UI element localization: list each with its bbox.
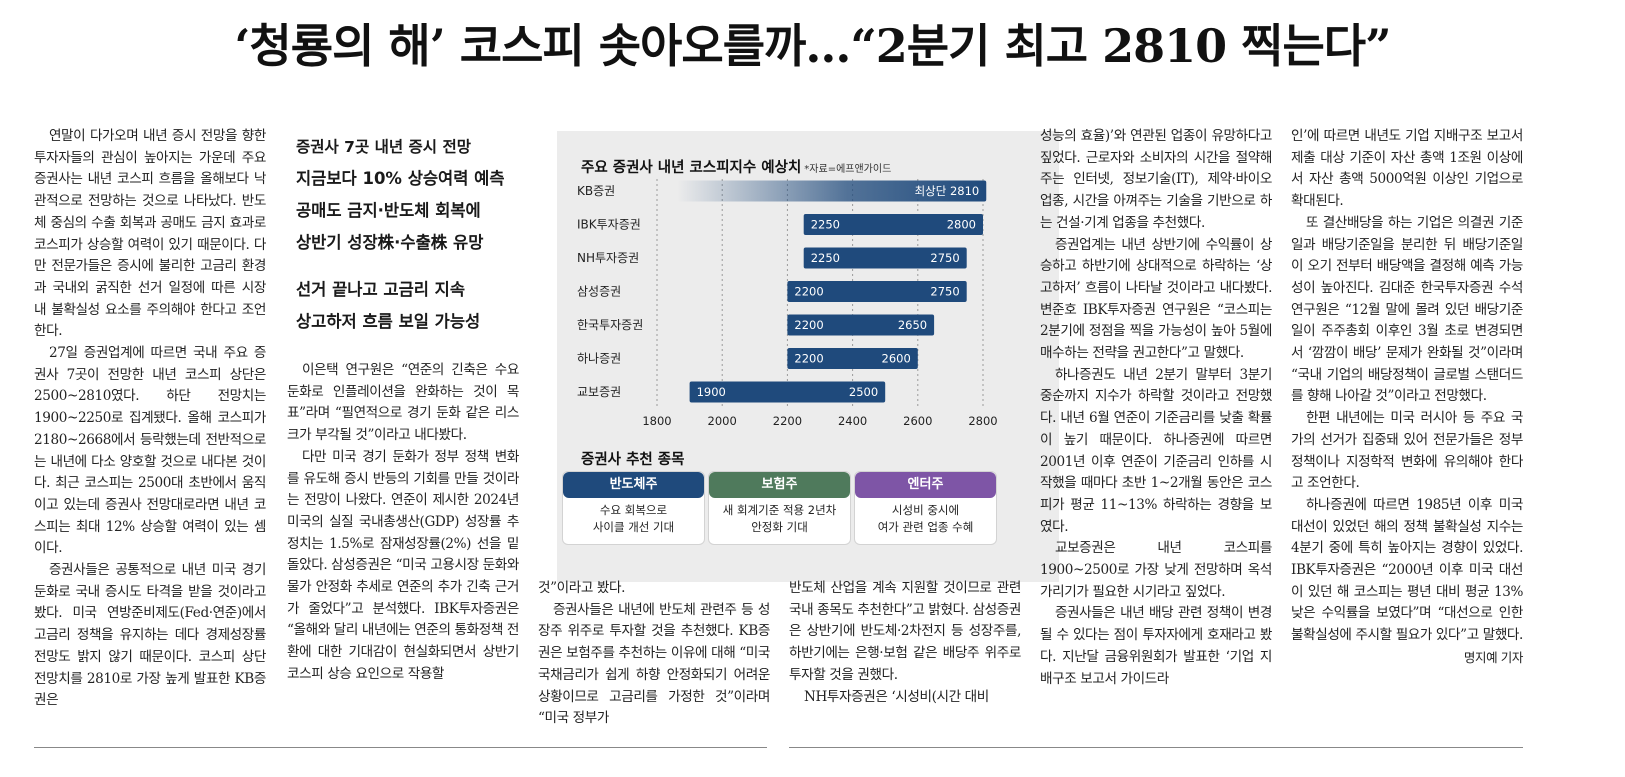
bar-high-label: 2650 <box>898 318 927 332</box>
chart-title: 주요 증권사 내년 코스피지수 예상치 *자료=에프앤가이드 <box>581 156 891 177</box>
article-column-5: 성능의 효율)’와 연관된 업종이 유망하다고 짚었다. 근로자와 소비자의 시… <box>1040 126 1272 690</box>
bar-high-label: 2500 <box>849 385 878 399</box>
bar-low-label: 2200 <box>794 285 823 299</box>
range-bar <box>787 348 918 369</box>
range-bar <box>787 281 967 302</box>
paragraph: 증권사들은 공통적으로 내년 미국 경기 둔화로 국내 증시도 타격을 받을 것… <box>34 562 266 709</box>
subhead-line: 선거 끝나고 고금리 지속 <box>296 280 466 299</box>
bar-low-label: 2200 <box>794 352 823 366</box>
category-label: KB증권 <box>577 184 615 198</box>
range-bar <box>689 381 886 403</box>
paragraph: 연말이 다가오며 내년 증시 전망을 향한 투자자들의 관심이 높아지는 가운데… <box>34 128 266 340</box>
recommend-card-insurance: 보험주 새 회계기준 적용 2년차 안정화 기대 <box>708 471 851 545</box>
bar-high-label: 2800 <box>947 218 976 232</box>
paragraph: NH투자증권은 ‘시성비(시간 대비 <box>803 688 989 705</box>
article-column-1: 연말이 다가오며 내년 증시 전망을 향한 투자자들의 관심이 높아지는 가운데… <box>34 126 266 712</box>
chart-box: 주요 증권사 내년 코스피지수 예상치 *자료=에프앤가이드 KB증권 최상단 28… <box>557 131 1059 582</box>
x-tick-label: 2200 <box>773 414 802 428</box>
recommend-card-line: 새 회계기준 적용 2년차 <box>722 503 837 517</box>
paragraph: 증권사들은 내년에 반도체 관련주 등 성장주 위주로 투자할 것을 추천했다.… <box>538 601 770 727</box>
paragraph: 성능의 효율)’와 연관된 업종이 유망하다고 짚었다. 근로자와 소비자의 시… <box>1040 128 1272 231</box>
paragraph: 27일 증권업계에 따르면 국내 주요 증권사 7곳이 전망한 내년 코스피 상… <box>34 345 266 557</box>
recommend-card-body: 새 회계기준 적용 2년차 안정화 기대 <box>709 498 850 536</box>
range-bar <box>677 180 987 202</box>
recommend-card-line: 안정화 기대 <box>751 520 808 534</box>
range-bar <box>787 314 935 336</box>
bar-low-label: 2250 <box>811 251 840 265</box>
headline: ‘청룡의 해’ 코스피 솟아오를까…“2분기 최고 2810 찍는다” <box>234 19 1391 73</box>
range-bar-chart: KB증권 최상단 2810 IBK투자증권 2250 2800 NH투자증권 2250 275… <box>577 179 998 428</box>
recommend-card-body: 시성비 중시에 여가 관련 업종 수혜 <box>855 498 996 536</box>
article-column-3: 것”이라고 봤다. 증권사들은 내년에 반도체 관련주 등 성장주 위주로 투자… <box>538 578 770 730</box>
bar-high-label: 2750 <box>930 251 959 265</box>
bottom-rule-right <box>789 747 1523 748</box>
subhead-line: 공매도 금지·반도체 회복에 <box>296 201 481 220</box>
x-tick-label: 2400 <box>838 414 867 428</box>
recommend-card-head: 보험주 <box>709 472 850 498</box>
paragraph: 것”이라고 봤다. <box>538 580 626 596</box>
bar-high-label: 2750 <box>930 285 959 299</box>
range-bar <box>803 214 983 235</box>
subhead-line: 상반기 성장株·수출株 유망 <box>296 233 484 252</box>
byline: 명지예 기자 <box>1463 649 1523 665</box>
paragraph: 증권업계는 내년 상반기에 수익률이 상승하고 하반기에 상대적으로 하락하는 … <box>1040 236 1272 362</box>
paragraph: 다만 미국 경기 둔화가 정부 정책 변화를 유도해 증시 반등의 기회를 만들… <box>287 448 519 682</box>
paragraph: 한편 내년에는 미국 러시아 등 주요 국가의 선거가 집중돼 있어 전문가들은… <box>1291 410 1523 492</box>
paragraph: 교보증권은 내년 코스피를 1900~2500로 가장 낮게 전망하며 옥석 가… <box>1040 540 1272 600</box>
subheads: 증권사 7곳 내년 증시 전망 지금보다 10% 상승여력 예측 공매도 금지·… <box>296 131 546 338</box>
bar-low-label: 1900 <box>697 385 726 399</box>
x-tick-label: 2600 <box>903 414 932 428</box>
x-tick-label: 2800 <box>968 414 997 428</box>
paragraph: 하나증권도 내년 2분기 말부터 3분기 중순까지 지수가 하락할 것이라고 전… <box>1040 366 1272 535</box>
recommend-card-line: 여가 관련 업종 수혜 <box>877 520 974 534</box>
category-label: 한국투자증권 <box>577 318 643 332</box>
x-tick-label: 1800 <box>642 414 671 428</box>
bar-low-label: 2200 <box>794 318 823 332</box>
category-label: 삼성증권 <box>577 285 621 299</box>
paragraph: 증권사들은 내년 배당 관련 정책이 변경될 수 있다는 점이 투자자에게 호재… <box>1040 605 1272 687</box>
article-column-4: 반도체 산업을 계속 지원할 것이므로 관련 국내 종목도 추천한다”고 밝혔다… <box>789 578 1021 708</box>
recommend-card-entertainment: 엔터주 시성비 중시에 여가 관련 업종 수혜 <box>854 471 997 545</box>
paragraph: 인’에 따르면 내년도 기업 지배구조 보고서 제출 대상 기준이 자산 총액 … <box>1291 128 1523 210</box>
x-tick-label: 2000 <box>708 414 737 428</box>
chart-source: *자료=에프앤가이드 <box>804 164 892 175</box>
paragraph: 반도체 산업을 계속 지원할 것이므로 관련 국내 종목도 추천한다”고 밝혔다… <box>789 580 1021 683</box>
recommend-title: 증권사 추천 종목 <box>581 452 685 468</box>
bar-low-label: 2250 <box>811 218 840 232</box>
category-label: 교보증권 <box>577 385 621 399</box>
range-bar <box>803 247 967 269</box>
paragraph: 이은택 연구원은 “연준의 긴축은 수요 둔화로 인플레이션을 완화하는 것이 … <box>287 362 519 444</box>
chart-title-text: 주요 증권사 내년 코스피지수 예상치 <box>581 160 802 176</box>
recommend-card-head: 반도체주 <box>563 472 704 498</box>
category-label: NH투자증권 <box>577 251 639 265</box>
subhead-line: 상고하저 흐름 보일 가능성 <box>296 312 481 331</box>
paragraph: 또 결산배당을 하는 기업은 의결권 기준일과 배당기준일을 분리한 뒤 배당기… <box>1291 214 1523 405</box>
bottom-rule-left <box>34 747 767 748</box>
recommend-card-line: 수요 회복으로 <box>599 503 668 517</box>
category-label: 하나증권 <box>577 352 621 366</box>
bar-high-label: 2600 <box>882 352 911 366</box>
recommend-card-body: 수요 회복으로 사이클 개선 기대 <box>563 498 704 536</box>
recommend-card-line: 사이클 개선 기대 <box>592 520 675 534</box>
article-column-6: 인’에 따르면 내년도 기업 지배구조 보고서 제출 대상 기준이 자산 총액 … <box>1291 126 1523 669</box>
subhead-line: 증권사 7곳 내년 증시 전망 <box>296 138 471 156</box>
recommend-card-head: 엔터주 <box>855 472 996 498</box>
bar-high-label: 최상단 2810 <box>915 184 980 198</box>
recommend-card-semiconductor: 반도체주 수요 회복으로 사이클 개선 기대 <box>562 471 705 545</box>
paragraph: 하나증권에 따르면 1985년 이후 미국 대선이 있었던 해의 정책 불확실성… <box>1291 496 1523 644</box>
subhead-line: 지금보다 10% 상승여력 예측 <box>296 169 505 188</box>
recommend-card-line: 시성비 중시에 <box>891 503 960 517</box>
category-label: IBK투자증권 <box>577 218 641 232</box>
article-column-2: 이은택 연구원은 “연준의 긴축은 수요 둔화로 인플레이션을 완화하는 것이 … <box>287 360 519 686</box>
